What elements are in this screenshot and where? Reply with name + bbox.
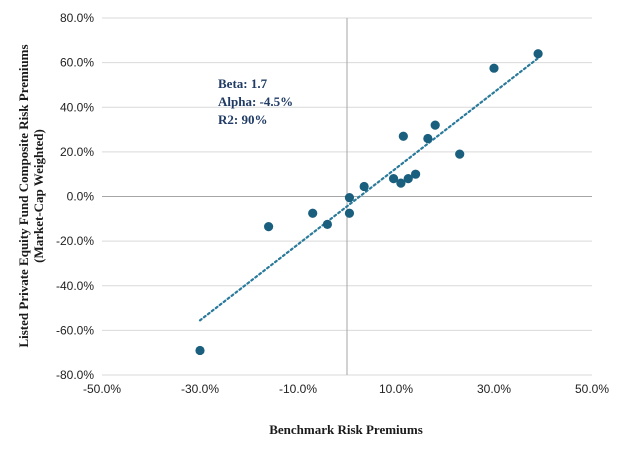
regression-annotation: Beta: 1.7 Alpha: -4.5% R2: 90% bbox=[218, 76, 293, 127]
x-axis-ticks: -50.0% -30.0% -10.0% 10.0% 30.0% 50.0% bbox=[83, 382, 609, 396]
annotation-beta: Beta: 1.7 bbox=[218, 76, 268, 91]
data-point bbox=[489, 63, 499, 73]
y-tick-label: 0.0% bbox=[67, 190, 95, 204]
data-point bbox=[423, 133, 433, 144]
data-point bbox=[398, 131, 408, 141]
annotation-alpha: Alpha: -4.5% bbox=[218, 94, 293, 109]
y-tick-label: -20.0% bbox=[56, 234, 94, 248]
data-point bbox=[322, 219, 332, 229]
x-tick-label: 50.0% bbox=[575, 382, 609, 396]
y-tick-label: -60.0% bbox=[56, 323, 94, 337]
trendline bbox=[198, 57, 540, 322]
data-point bbox=[388, 174, 399, 184]
data-point bbox=[430, 120, 440, 130]
data-point bbox=[308, 208, 318, 218]
data-point bbox=[403, 174, 413, 184]
y-tick-label: -80.0% bbox=[56, 368, 94, 382]
data-point bbox=[411, 169, 421, 179]
data-point bbox=[344, 208, 355, 218]
x-tick-label: -30.0% bbox=[181, 382, 219, 396]
annotation-r2: R2: 90% bbox=[218, 112, 267, 127]
trendline-segment bbox=[198, 57, 540, 322]
x-tick-label: 10.0% bbox=[379, 382, 413, 396]
x-tick-label: 30.0% bbox=[477, 382, 511, 396]
y-tick-label: 60.0% bbox=[60, 56, 94, 70]
data-point bbox=[533, 49, 543, 59]
y-axis-ticks: 80.0% 60.0% 40.0% 20.0% 0.0% -20.0% -40.0% -60.… bbox=[56, 11, 94, 382]
y-tick-label: -40.0% bbox=[56, 279, 94, 293]
data-point bbox=[195, 345, 205, 356]
y-tick-label: 40.0% bbox=[60, 100, 94, 114]
data-point bbox=[344, 193, 355, 203]
data-point bbox=[455, 149, 465, 159]
x-tick-label: -50.0% bbox=[83, 382, 121, 396]
y-axis-title-line-1: Listed Private Equity Fund Composite Ris… bbox=[16, 44, 31, 347]
y-axis-title-line-2: (Market-Cap Weighted) bbox=[31, 129, 46, 263]
x-tick-label: -10.0% bbox=[279, 382, 317, 396]
y-axis-title: Listed Private Equity Fund Composite Ris… bbox=[16, 44, 46, 347]
data-point bbox=[359, 181, 369, 192]
y-tick-label: 80.0% bbox=[60, 11, 94, 25]
data-point bbox=[264, 222, 274, 232]
data-points bbox=[195, 49, 543, 356]
data-point bbox=[396, 178, 406, 188]
y-tick-label: 20.0% bbox=[60, 145, 94, 159]
x-axis-title: Benchmark Risk Premiums bbox=[269, 422, 423, 437]
